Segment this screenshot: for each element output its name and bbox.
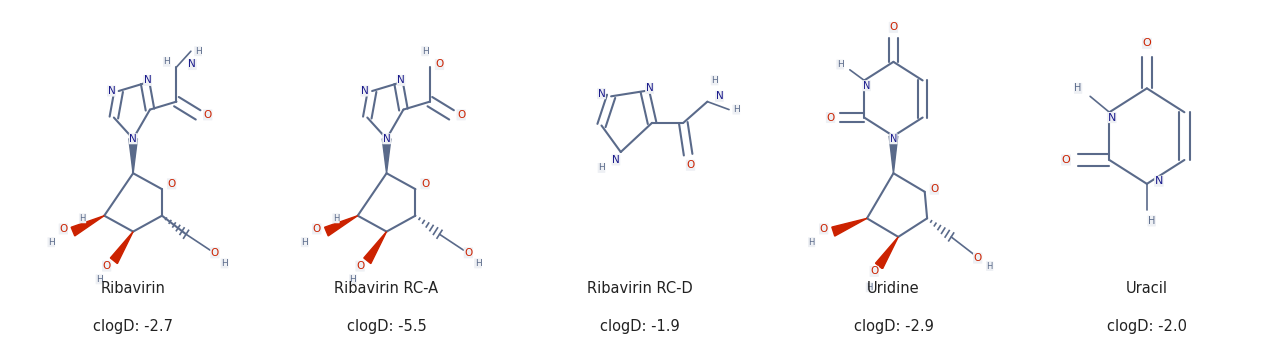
Polygon shape xyxy=(890,136,897,173)
Text: N: N xyxy=(188,59,196,69)
Text: O: O xyxy=(974,253,982,263)
Text: H: H xyxy=(733,105,740,114)
Text: H: H xyxy=(164,57,170,66)
Text: O: O xyxy=(1061,155,1070,165)
Text: H: H xyxy=(349,275,356,284)
Polygon shape xyxy=(129,139,137,173)
Text: Ribavirin: Ribavirin xyxy=(101,281,165,296)
Text: O: O xyxy=(312,224,321,234)
Text: H: H xyxy=(96,275,102,284)
Text: O: O xyxy=(686,160,695,170)
Text: O: O xyxy=(421,179,429,189)
Text: N: N xyxy=(129,134,137,144)
Polygon shape xyxy=(832,218,867,236)
Text: clogD: -2.7: clogD: -2.7 xyxy=(93,319,173,334)
Text: O: O xyxy=(465,248,472,258)
Text: O: O xyxy=(102,261,111,271)
Text: clogD: -1.9: clogD: -1.9 xyxy=(600,319,680,334)
Polygon shape xyxy=(383,139,390,173)
Text: H: H xyxy=(1074,83,1082,94)
Text: H: H xyxy=(837,60,844,69)
Text: N: N xyxy=(716,91,723,101)
Text: O: O xyxy=(59,224,68,234)
Text: O: O xyxy=(211,248,219,258)
Polygon shape xyxy=(364,232,387,263)
Text: N: N xyxy=(108,86,115,96)
Text: O: O xyxy=(890,22,897,32)
Text: clogD: -2.9: clogD: -2.9 xyxy=(854,319,933,334)
Text: O: O xyxy=(435,59,444,69)
Text: N: N xyxy=(397,75,404,86)
Text: H: H xyxy=(712,76,718,85)
Text: H: H xyxy=(598,163,605,172)
Text: N: N xyxy=(598,89,605,99)
Text: O: O xyxy=(457,110,466,120)
Text: N: N xyxy=(645,83,654,94)
Text: N: N xyxy=(863,81,870,91)
Text: H: H xyxy=(987,262,993,270)
Text: Ribavirin RC-A: Ribavirin RC-A xyxy=(334,281,439,296)
Text: O: O xyxy=(931,184,938,194)
Text: O: O xyxy=(819,224,828,234)
Text: N: N xyxy=(1155,176,1164,186)
Polygon shape xyxy=(72,216,104,236)
Text: O: O xyxy=(827,112,835,122)
Text: H: H xyxy=(221,259,228,268)
Text: H: H xyxy=(195,47,201,56)
Text: H: H xyxy=(1148,216,1156,226)
Text: H: H xyxy=(47,238,55,247)
Polygon shape xyxy=(876,237,899,269)
Text: N: N xyxy=(890,134,897,144)
Text: O: O xyxy=(1143,38,1151,48)
Text: H: H xyxy=(475,259,481,268)
Text: Uridine: Uridine xyxy=(867,281,920,296)
Text: Ribavirin RC-D: Ribavirin RC-D xyxy=(588,281,692,296)
Text: clogD: -5.5: clogD: -5.5 xyxy=(347,319,426,334)
Text: N: N xyxy=(361,86,369,96)
Polygon shape xyxy=(325,216,357,236)
Text: N: N xyxy=(143,75,151,86)
Text: O: O xyxy=(356,261,365,271)
Text: H: H xyxy=(79,214,86,223)
Text: H: H xyxy=(333,214,339,223)
Text: clogD: -2.0: clogD: -2.0 xyxy=(1107,319,1187,334)
Text: Uracil: Uracil xyxy=(1126,281,1167,296)
Text: N: N xyxy=(383,134,390,144)
Text: H: H xyxy=(867,283,873,292)
Text: O: O xyxy=(168,179,175,189)
Text: O: O xyxy=(870,266,878,276)
Text: O: O xyxy=(204,110,212,120)
Text: H: H xyxy=(421,47,429,56)
Polygon shape xyxy=(110,232,133,263)
Text: N: N xyxy=(612,155,620,165)
Text: N: N xyxy=(1107,112,1116,122)
Text: H: H xyxy=(301,238,308,247)
Text: H: H xyxy=(809,238,815,247)
